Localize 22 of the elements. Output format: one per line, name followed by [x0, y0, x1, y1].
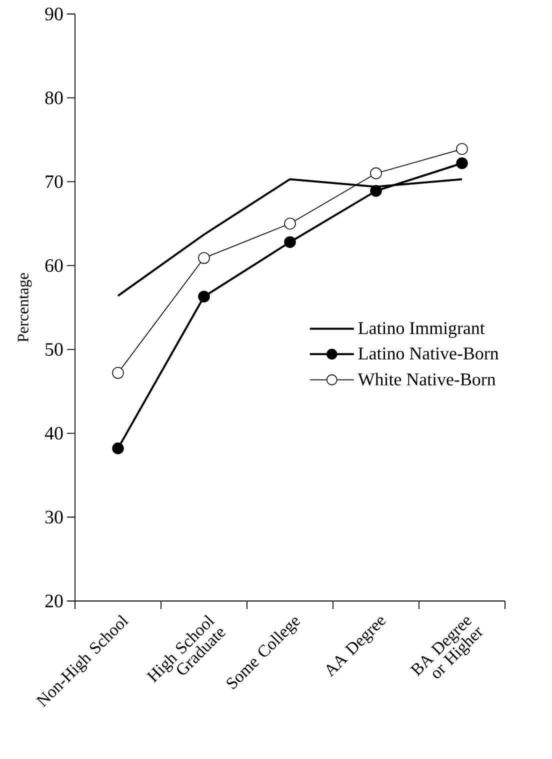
point — [112, 442, 124, 454]
y-tick-label: 80 — [45, 91, 63, 104]
point — [456, 157, 468, 170]
y-axis-title: Percentage — [18, 273, 32, 342]
legend-label: Latino Immigrant — [358, 322, 485, 338]
legend-label: White Native-Born — [358, 372, 496, 386]
point — [370, 185, 382, 197]
point — [198, 252, 210, 264]
y-tick-label: 20 — [45, 594, 63, 608]
y-tick-label: 60 — [45, 259, 63, 272]
point — [456, 143, 468, 155]
y-tick-label: 90 — [45, 8, 63, 20]
point — [198, 290, 210, 302]
point — [284, 236, 296, 248]
y-tick-label: 50 — [46, 343, 63, 356]
legend-label: Latino Native-Born — [358, 347, 499, 360]
point — [370, 167, 382, 180]
y-tick-label: 40 — [44, 426, 63, 440]
y-tick-label: 70 — [46, 175, 63, 188]
point — [112, 367, 124, 379]
point — [284, 218, 296, 230]
y-tick-label: 30 — [45, 510, 63, 524]
